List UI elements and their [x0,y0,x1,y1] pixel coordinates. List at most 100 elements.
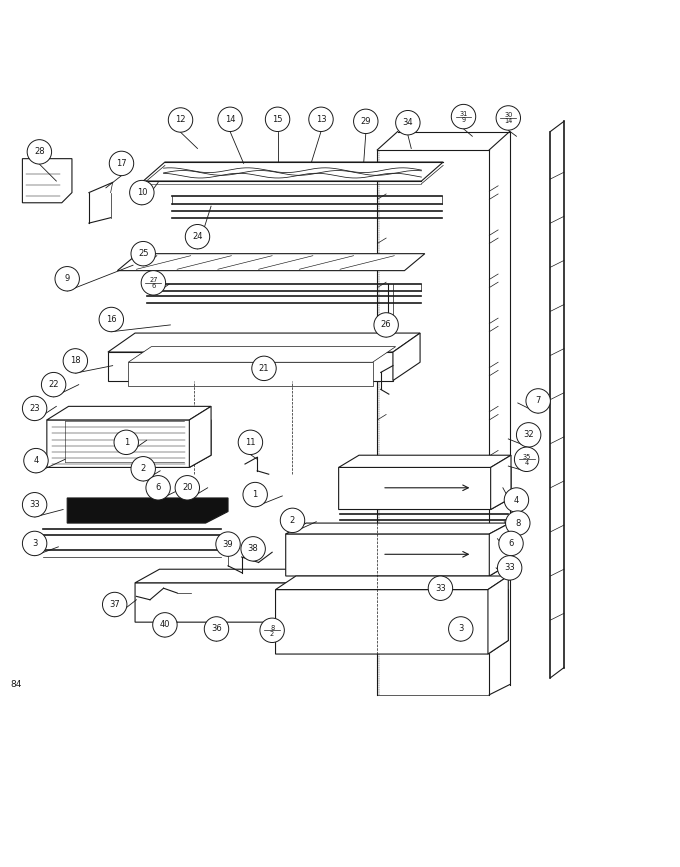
Text: 38: 38 [248,544,258,553]
Polygon shape [339,467,511,510]
Circle shape [516,422,541,447]
Text: 25: 25 [138,249,148,258]
Circle shape [185,225,209,249]
Text: 2: 2 [141,465,146,473]
Circle shape [449,616,473,642]
Text: 17: 17 [116,159,126,168]
Text: 16: 16 [106,315,117,324]
Polygon shape [22,159,72,203]
Circle shape [498,556,522,580]
Text: 6: 6 [156,483,160,492]
Text: 1: 1 [252,490,258,499]
Polygon shape [143,162,443,181]
Circle shape [146,476,171,500]
Polygon shape [393,333,420,381]
Text: 18: 18 [70,356,81,365]
Text: 24: 24 [192,232,203,241]
Circle shape [428,576,453,601]
Circle shape [243,482,267,507]
Circle shape [130,180,154,205]
Circle shape [153,613,177,637]
Text: 9: 9 [462,117,466,123]
Text: 26: 26 [381,321,392,329]
Circle shape [24,448,48,473]
Circle shape [204,616,228,642]
Circle shape [280,508,305,532]
Text: 29: 29 [360,117,371,126]
Text: 23: 23 [29,404,40,413]
Circle shape [109,151,134,176]
Polygon shape [490,523,509,576]
Circle shape [103,592,127,616]
Polygon shape [129,362,373,386]
Circle shape [22,531,47,556]
Text: 20: 20 [182,483,192,492]
Text: 22: 22 [48,380,59,389]
Text: 37: 37 [109,600,120,609]
Circle shape [260,618,284,642]
Circle shape [265,108,290,132]
Circle shape [526,388,550,414]
Polygon shape [135,570,339,583]
Text: 21: 21 [259,364,269,373]
Text: 9: 9 [65,274,70,284]
Circle shape [241,537,265,561]
Text: 33: 33 [29,500,40,509]
Circle shape [514,447,539,472]
Text: 33: 33 [505,564,515,572]
Polygon shape [118,254,425,271]
Text: 34: 34 [403,118,413,127]
Text: 13: 13 [316,114,326,124]
Polygon shape [339,455,511,467]
Polygon shape [491,455,511,510]
Circle shape [396,110,420,135]
Polygon shape [47,407,211,420]
Text: 36: 36 [211,624,222,634]
Text: 6: 6 [509,539,513,548]
Text: 8: 8 [515,518,520,528]
Circle shape [499,531,523,556]
Polygon shape [108,352,393,381]
Circle shape [22,492,47,517]
Circle shape [354,109,378,134]
Text: 84: 84 [10,680,21,689]
Circle shape [114,430,139,454]
Text: 4: 4 [514,496,519,505]
Circle shape [218,108,242,132]
Polygon shape [314,570,339,623]
Polygon shape [488,576,508,654]
Polygon shape [275,590,508,654]
Text: 14: 14 [225,114,235,124]
Circle shape [496,106,520,130]
Text: 27: 27 [149,277,158,284]
Circle shape [505,488,528,512]
Polygon shape [275,576,508,590]
Text: 2: 2 [270,630,274,636]
Text: 4: 4 [33,456,39,465]
Text: 39: 39 [223,539,233,549]
Text: 40: 40 [160,621,170,629]
Polygon shape [129,347,396,362]
Text: 30: 30 [504,112,513,118]
Text: 1: 1 [124,438,129,447]
Circle shape [41,373,66,397]
Text: 31: 31 [460,111,468,117]
Circle shape [452,104,476,129]
Polygon shape [47,420,211,467]
Circle shape [252,356,276,381]
Circle shape [175,476,199,500]
Text: 32: 32 [524,430,534,440]
Circle shape [22,396,47,420]
Polygon shape [189,407,211,467]
Text: 15: 15 [272,114,283,124]
Text: 33: 33 [435,583,446,593]
Circle shape [131,241,156,266]
Circle shape [141,271,166,295]
Text: 7: 7 [535,396,541,406]
Polygon shape [135,583,339,623]
Circle shape [27,140,52,164]
Text: 28: 28 [34,147,45,156]
Text: 12: 12 [175,115,186,125]
Circle shape [216,531,240,557]
Circle shape [374,313,398,337]
